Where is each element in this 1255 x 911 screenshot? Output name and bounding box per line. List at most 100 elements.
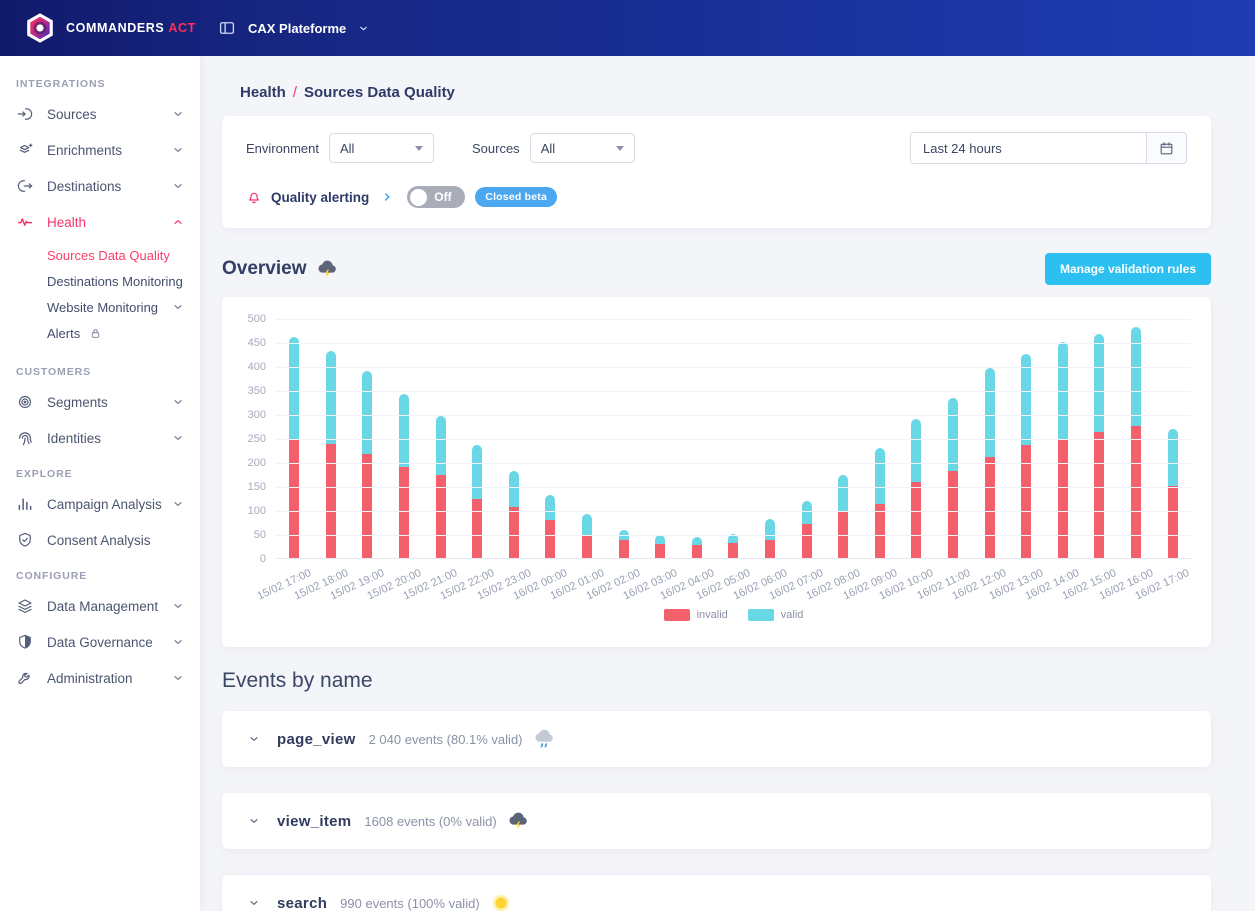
bar-segment-invalid: [984, 457, 995, 558]
top-navbar: COMMANDERS ACT CAX Plateforme: [0, 0, 1255, 56]
chevron-down-icon: [172, 498, 184, 510]
bar-segment-valid: [545, 495, 556, 520]
bar-segment-valid: [508, 471, 519, 508]
sidebar-item-health[interactable]: Health: [0, 204, 200, 240]
select-caret-icon: [615, 145, 624, 151]
legend-swatch-icon: [747, 609, 774, 621]
sources-label: Sources: [471, 140, 520, 156]
gridline: [276, 319, 1191, 320]
sidebar-item-label: Data Management: [47, 598, 159, 614]
overview-title: Overview: [222, 258, 338, 280]
environment-value: All: [339, 140, 355, 156]
bar-column: [935, 319, 972, 558]
chevron-down-icon: [172, 144, 184, 156]
chevron-down-icon[interactable]: [248, 815, 260, 827]
y-axis-tick-label: 200: [247, 457, 266, 469]
y-axis-tick-label: 100: [247, 505, 266, 517]
workspace-switcher[interactable]: CAX Plateforme: [218, 19, 369, 37]
bar-segment-valid: [984, 368, 995, 458]
wrench-icon: [16, 669, 34, 687]
chevron-down-icon: [172, 636, 184, 648]
chart-x-axis-labels: 15/02 17:00 15/02 18:00 15/02 19:00 15/02 2…: [256, 559, 1192, 607]
calendar-button[interactable]: [1146, 133, 1186, 163]
breadcrumb-parent[interactable]: Health: [240, 84, 286, 101]
legend-item-valid[interactable]: valid: [747, 609, 803, 621]
sidebar-item-label: Health: [47, 214, 87, 230]
bar-segment-valid: [1094, 334, 1105, 433]
sidebar-subitem-destinations-monitoring[interactable]: Destinations Monitoring: [0, 268, 200, 294]
bar-column: [276, 319, 313, 558]
bar-segment-valid: [1021, 353, 1032, 446]
bar-segment-valid: [655, 535, 666, 544]
sources-select[interactable]: All: [529, 133, 635, 163]
sidebar-item-identities[interactable]: Identities: [0, 420, 200, 456]
sidebar-item-sources[interactable]: Sources: [0, 96, 200, 132]
environment-select[interactable]: All: [328, 133, 434, 163]
event-row-view_item[interactable]: view_item 1608 events (0% valid): [222, 793, 1211, 849]
bar-segment-invalid: [289, 439, 300, 558]
commanders-act-logo-icon: [24, 12, 56, 44]
breadcrumb-current: Sources Data Quality: [304, 84, 455, 101]
gridline: [276, 415, 1191, 416]
sidebar-subitem-label: Sources Data Quality: [47, 247, 170, 263]
bar-segment-valid: [618, 529, 629, 540]
gridline: [276, 367, 1191, 368]
manage-validation-rules-button[interactable]: Manage validation rules: [1044, 253, 1211, 285]
bar-column: [532, 319, 569, 558]
sidebar-section-label: INTEGRATIONS: [16, 78, 106, 90]
y-axis-tick-label: 0: [259, 553, 266, 565]
bar-segment-valid: [874, 447, 885, 504]
sidebar-item-consent-analysis[interactable]: Consent Analysis: [0, 522, 200, 558]
bar-segment-invalid: [399, 466, 410, 558]
brand-name: COMMANDERS ACT: [66, 21, 196, 35]
bar-chart-icon: [16, 495, 34, 513]
sidebar-item-campaign-analysis[interactable]: Campaign Analysis: [0, 486, 200, 522]
bar-segment-invalid: [691, 545, 702, 558]
quality-alerting-label[interactable]: Quality alerting: [271, 189, 370, 205]
sidebar-subitem-alerts[interactable]: Alerts: [0, 320, 200, 346]
legend-item-invalid[interactable]: invalid: [663, 609, 728, 621]
bar-segment-valid: [1057, 342, 1068, 439]
sidebar-item-segments[interactable]: Segments: [0, 384, 200, 420]
legend-label: invalid: [696, 609, 728, 621]
sidebar-item-label: Segments: [47, 394, 108, 410]
sidebar-item-data-management[interactable]: Data Management: [0, 588, 200, 624]
bar-segment-valid: [765, 519, 776, 540]
brand[interactable]: COMMANDERS ACT: [0, 12, 200, 44]
bar-column: [422, 319, 459, 558]
sidebar-item-administration[interactable]: Administration: [0, 660, 200, 696]
bar-segment-valid: [1130, 327, 1141, 426]
bar-segment-invalid: [618, 539, 629, 558]
bar-column: [1118, 319, 1155, 558]
chevron-down-icon: [172, 432, 184, 444]
quality-alerting-toggle[interactable]: Off: [407, 186, 466, 208]
bar-segment-invalid: [325, 444, 336, 558]
chevron-down-icon[interactable]: [248, 897, 260, 909]
sidebar-section-label: CUSTOMERS: [16, 366, 91, 378]
closed-beta-badge: Closed beta: [475, 187, 557, 207]
bar-segment-invalid: [655, 543, 666, 558]
sidebar-item-destinations[interactable]: Destinations: [0, 168, 200, 204]
sidebar-subitem-website-monitoring[interactable]: Website Monitoring: [0, 294, 200, 320]
bar-column: [1154, 319, 1191, 558]
bar-column: [971, 319, 1008, 558]
sidebar-item-data-governance[interactable]: Data Governance: [0, 624, 200, 660]
sidebar-item-label: Enrichments: [47, 142, 123, 158]
event-row-search[interactable]: search 990 events (100% valid): [222, 875, 1211, 911]
bar-column: [349, 319, 386, 558]
event-row-page_view[interactable]: page_view 2 040 events (80.1% valid): [222, 711, 1211, 767]
pulse-icon: [16, 213, 34, 231]
date-range-input[interactable]: Last 24 hours: [923, 140, 1002, 156]
legend-swatch-icon: [663, 609, 690, 621]
chevron-down-icon: [172, 600, 184, 612]
chevron-down-icon[interactable]: [248, 733, 260, 745]
sidebar-item-enrichments[interactable]: Enrichments: [0, 132, 200, 168]
gridline: [276, 487, 1191, 488]
sidebar-subitem-sources-data-quality[interactable]: Sources Data Quality: [0, 242, 200, 268]
gridline: [276, 535, 1191, 536]
sidebar-item-label: Data Governance: [47, 634, 153, 650]
bell-icon: [246, 189, 262, 205]
filter-card: Environment All Sources All Last 24 hour…: [222, 116, 1211, 228]
chart-plot-area: 0 50 100 150 200 250 300 350 400 450 500: [248, 313, 1191, 565]
bar-segment-valid: [472, 445, 483, 500]
